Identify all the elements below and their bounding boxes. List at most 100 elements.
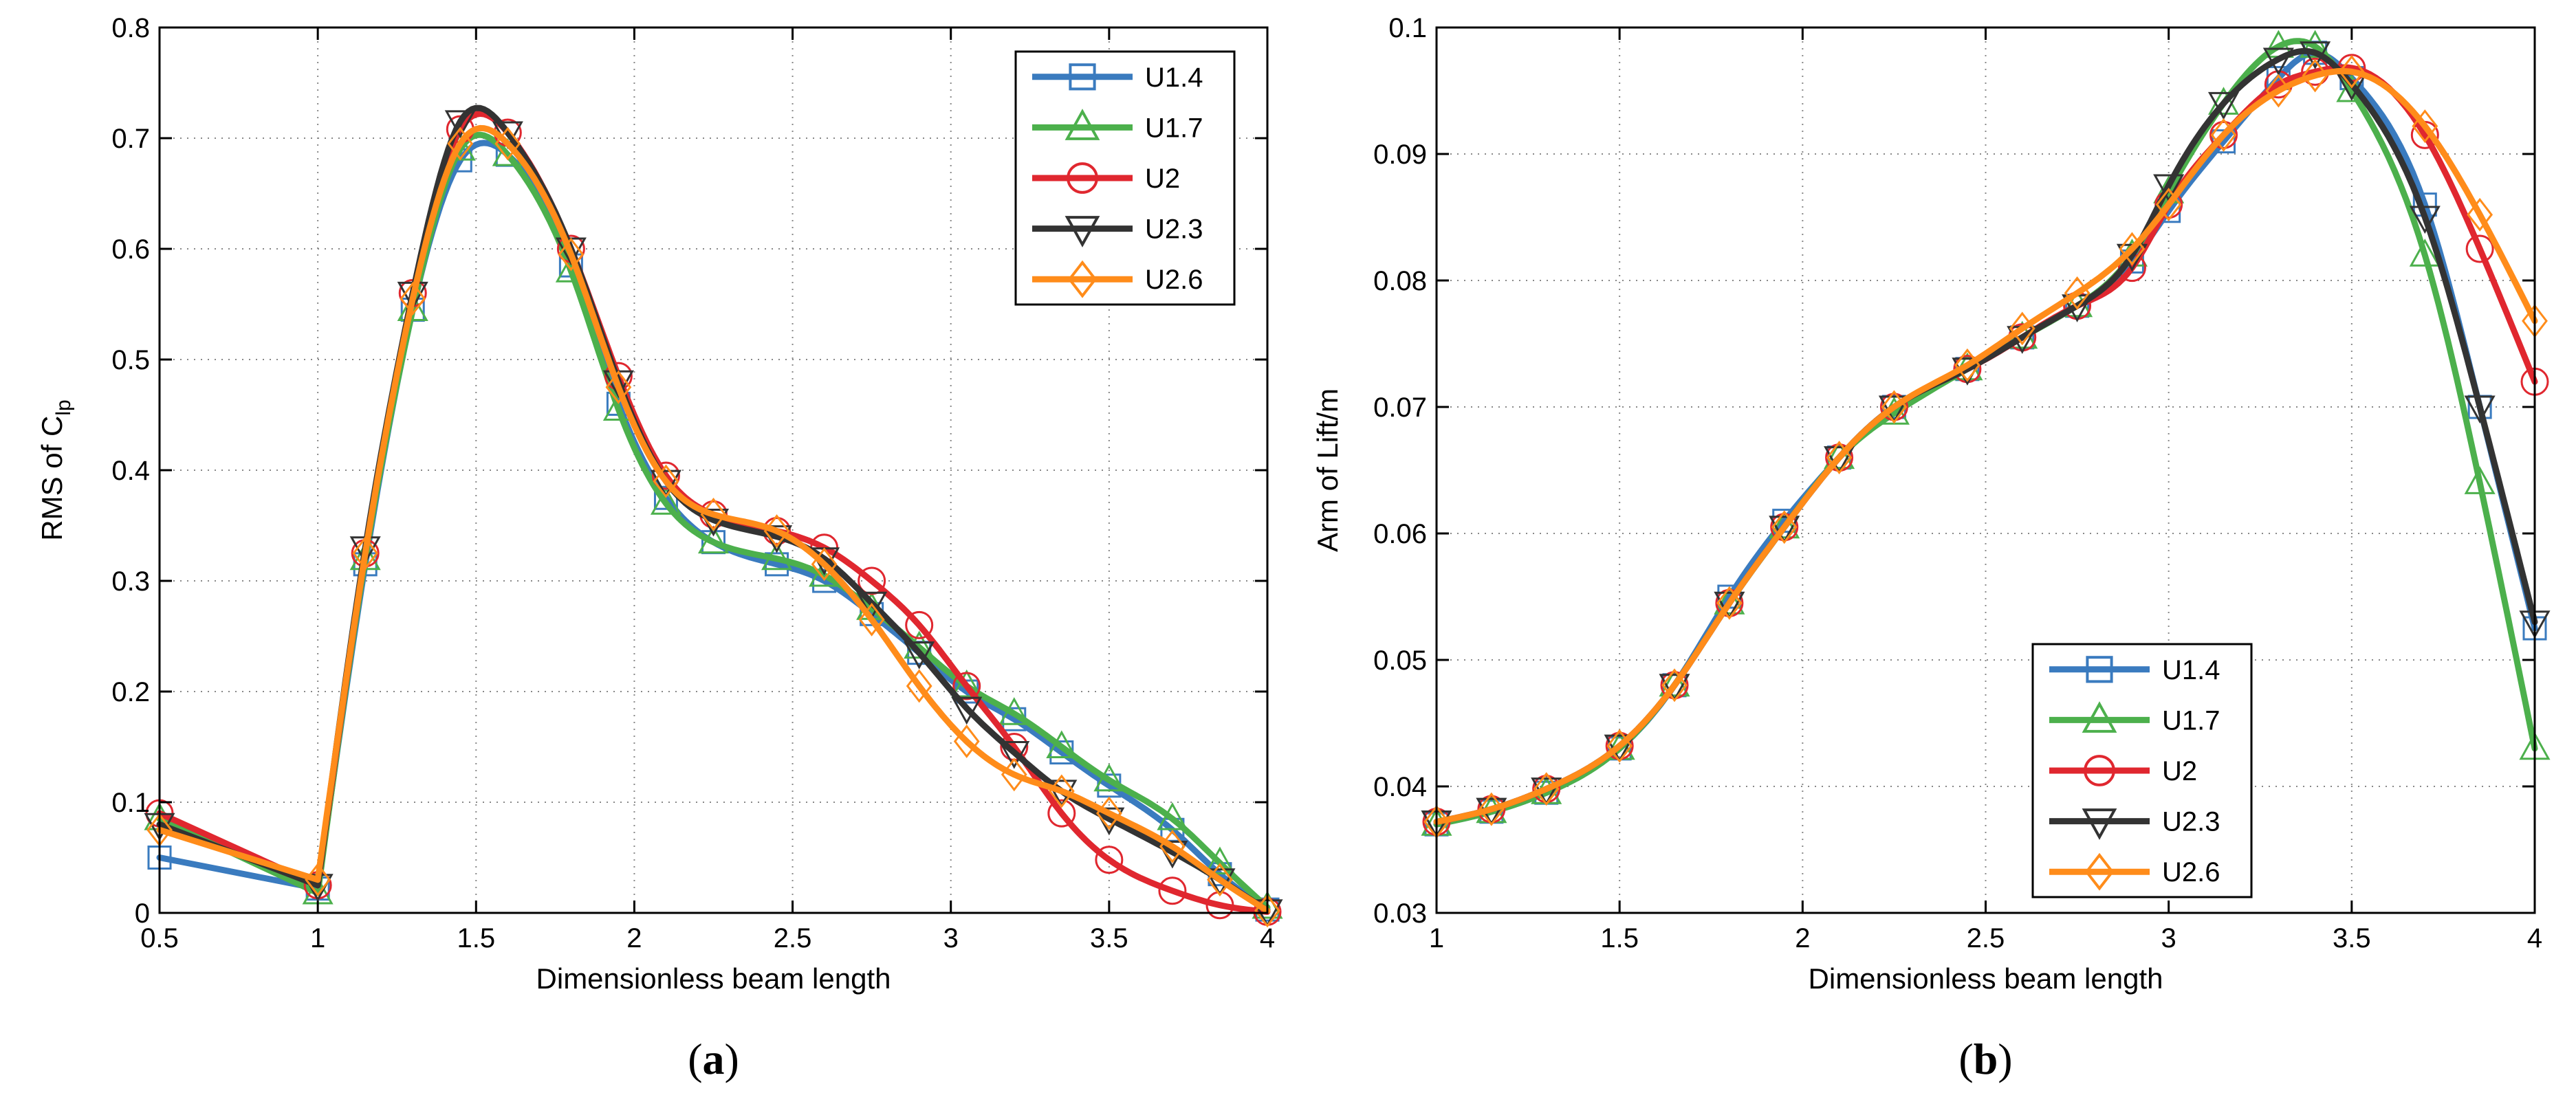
- y-axis-label: Arm of Lift/m: [1311, 388, 1344, 552]
- data-point-U2.6: [1954, 348, 1980, 382]
- data-point-U1.7: [2464, 466, 2496, 494]
- panel-label-open: (: [1958, 1035, 1973, 1083]
- data-point-U1.7: [2300, 30, 2331, 58]
- data-point-U2: [905, 610, 934, 639]
- data-point-U2.3: [856, 591, 888, 620]
- data-point-U1.7: [1093, 763, 1125, 792]
- legend-marker-U2.6: [2084, 852, 2115, 891]
- data-point-U2.6: [2412, 109, 2438, 143]
- data-point-U2.3: [1659, 674, 1690, 702]
- panel-label: (b): [1958, 1035, 2012, 1083]
- y-axis-label-sub: lp: [52, 399, 75, 415]
- data-point-U2.3: [1714, 591, 1745, 620]
- data-point-U2.3: [998, 741, 1030, 769]
- data-point-U1.7: [2207, 87, 2240, 115]
- data-point-U1.7: [1824, 441, 1855, 470]
- x-tick-label: 3: [2161, 923, 2176, 953]
- data-point-U2: [1095, 846, 1124, 874]
- data-point-U2.6: [305, 863, 331, 897]
- y-axis-label: RMS of Clp: [36, 399, 75, 540]
- legend-marker-U1.4: [2086, 656, 2113, 683]
- y-axis-label-main: RMS of C: [36, 416, 68, 541]
- y-tick-label: 0.06: [1373, 519, 1427, 549]
- legend-marker-U2: [1067, 162, 1098, 194]
- chart-panel-b: 1 1.5 2 2.5 3 3.5 4 0.03 0.04 0.05 0.06 0.07 0.08 0.0…: [1311, 13, 2551, 1083]
- legend-label-U2.3: U2.3: [1145, 214, 1203, 245]
- legend-label-U2.6: U2.6: [1145, 265, 1203, 295]
- data-point-U2: [2209, 120, 2238, 149]
- data-point-U2.6: [494, 126, 521, 161]
- data-point-U1.7: [697, 525, 730, 554]
- data-point-U2.6: [2155, 188, 2182, 222]
- data-point-U2.3: [904, 641, 935, 670]
- legend-label-U1.4: U1.4: [2162, 655, 2220, 685]
- x-tick-label: 3: [943, 923, 959, 953]
- legend: U1.4 U1.7 U2 U2.3 U2.6: [2031, 643, 2253, 898]
- y-axis-label-main: Arm of Lift/m: [1311, 388, 1344, 552]
- y-tick-label: 0.05: [1373, 645, 1427, 676]
- x-tick-label: 2: [626, 923, 642, 953]
- data-point-U2.6: [2119, 232, 2146, 266]
- y-tick-label: 0.7: [111, 124, 150, 154]
- data-point-U1.7: [1157, 802, 1188, 830]
- data-point-U2.6: [1771, 510, 1798, 544]
- data-point-U2.6: [1159, 829, 1186, 863]
- data-point-U1.7: [397, 293, 428, 322]
- data-point-U1.7: [1659, 668, 1690, 697]
- x-tick-label: 2: [1795, 923, 1810, 953]
- legend-marker-U1.7: [1065, 109, 1100, 140]
- series-U2.6: [146, 124, 1280, 928]
- data-point-U2.3: [2207, 91, 2240, 120]
- data-point-U2.6: [352, 536, 379, 571]
- legend-marker-U2.3: [1065, 216, 1100, 247]
- data-point-U2.3: [444, 110, 476, 138]
- data-point-U2.6: [1661, 668, 1688, 703]
- legend-marker-U1.7: [2082, 701, 2117, 733]
- data-point-U2.6: [2009, 311, 2035, 346]
- panel-label-close: ): [1998, 1035, 2012, 1083]
- legend-label-U1.7: U1.7: [1145, 113, 1203, 143]
- series-line-U2.6: [156, 826, 321, 883]
- legend-marker-U2: [2084, 755, 2115, 786]
- data-point-U1.7: [1046, 730, 1078, 758]
- y-tick-label: 0.08: [1373, 266, 1427, 296]
- data-point-U2.6: [1001, 758, 1027, 792]
- data-point-U2.3: [2464, 395, 2496, 424]
- data-point-U2: [2465, 234, 2494, 263]
- x-tick-label: 3.5: [1090, 923, 1128, 953]
- data-point-U2.6: [1533, 772, 1560, 806]
- y-tick-label: 0.04: [1373, 772, 1427, 802]
- data-point-U2.6: [2338, 54, 2365, 89]
- data-point-U2.6: [1881, 390, 1908, 424]
- panel-label: (a): [688, 1035, 739, 1083]
- data-point-U2.6: [1254, 894, 1280, 928]
- data-point-U2.6: [653, 464, 679, 498]
- data-point-U2.6: [811, 547, 838, 582]
- legend-label-U2: U2: [2162, 756, 2197, 786]
- legend-label-U2: U2: [1145, 164, 1180, 194]
- data-point-U2.3: [2409, 206, 2441, 234]
- data-point-U2: [1047, 799, 1076, 828]
- y-tick-label: 0.8: [111, 13, 150, 43]
- data-point-U2.6: [2064, 276, 2091, 310]
- x-tick-label: 1: [310, 923, 325, 953]
- chart-panel-a: 0.5 1 1.5 2 2.5 3 3.5 4 0 0.1 0.2 0.3 0.4 0.5 0.6 0.7 0.…: [36, 13, 1283, 1083]
- x-axis-label: Dimensionless beam length: [1809, 962, 2163, 995]
- data-point-U2.6: [605, 370, 632, 404]
- data-point-U2.6: [1207, 863, 1233, 897]
- x-axis-label: Dimensionless beam length: [536, 962, 891, 995]
- data-point-U2.6: [2210, 118, 2237, 152]
- x-tick-label: 1.5: [457, 923, 495, 953]
- data-point-U1.7: [761, 542, 793, 571]
- data-point-U2.6: [763, 514, 790, 549]
- data-point-U2.6: [400, 281, 426, 316]
- data-point-U1.7: [1204, 846, 1236, 875]
- y-tick-label: 0.6: [111, 234, 150, 265]
- series-U2.3: [1421, 41, 2551, 839]
- data-point-U2.3: [1769, 516, 1800, 544]
- data-point-U2.6: [2302, 58, 2328, 93]
- y-tick-label: 0.1: [111, 788, 150, 818]
- data-point-U1.7: [1769, 510, 1800, 539]
- legend-marker-U2.3: [2082, 808, 2117, 840]
